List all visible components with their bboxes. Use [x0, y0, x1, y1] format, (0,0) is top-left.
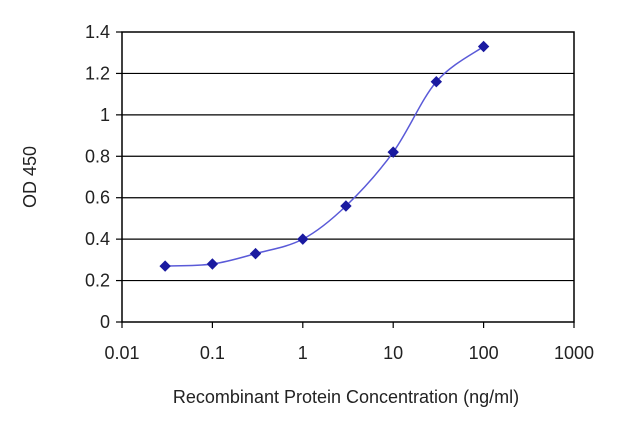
data-point-6	[430, 76, 443, 88]
y-tick-label: 0	[100, 312, 110, 332]
data-points	[159, 40, 490, 272]
plot-area	[121, 31, 575, 323]
gridlines	[122, 72, 574, 282]
data-point-2	[249, 247, 262, 260]
x-tick-label: 1	[298, 343, 308, 363]
y-tick-label: 0.2	[85, 271, 110, 291]
y-axis: 0 0.2 0.4 0.6 0.8 1 1.2 1.4	[85, 22, 122, 332]
x-tick-label: 0.1	[200, 343, 225, 363]
x-axis: 0.01 0.1 1 10 100 1000	[104, 322, 594, 363]
series-curve	[165, 45, 485, 267]
y-tick-label: 0.6	[85, 188, 110, 208]
data-point-0	[159, 260, 171, 272]
x-tick-label: 100	[469, 343, 499, 363]
data-point-7	[477, 40, 490, 53]
data-point-1	[206, 258, 219, 270]
x-tick-label: 0.01	[104, 343, 139, 363]
y-axis-label: OD 450	[20, 146, 40, 208]
y-tick-label: 0.8	[85, 146, 110, 166]
y-tick-label: 0.4	[85, 229, 110, 249]
y-tick-label: 1.4	[85, 22, 110, 42]
x-axis-label: Recombinant Protein Concentration (ng/ml…	[173, 387, 519, 407]
data-point-5	[387, 146, 399, 158]
x-tick-label: 10	[383, 343, 403, 363]
y-tick-label: 1	[100, 105, 110, 125]
data-point-4	[340, 200, 352, 212]
data-point-3	[297, 233, 309, 245]
x-tick-label: 1000	[554, 343, 594, 363]
y-tick-label: 1.2	[85, 63, 110, 83]
